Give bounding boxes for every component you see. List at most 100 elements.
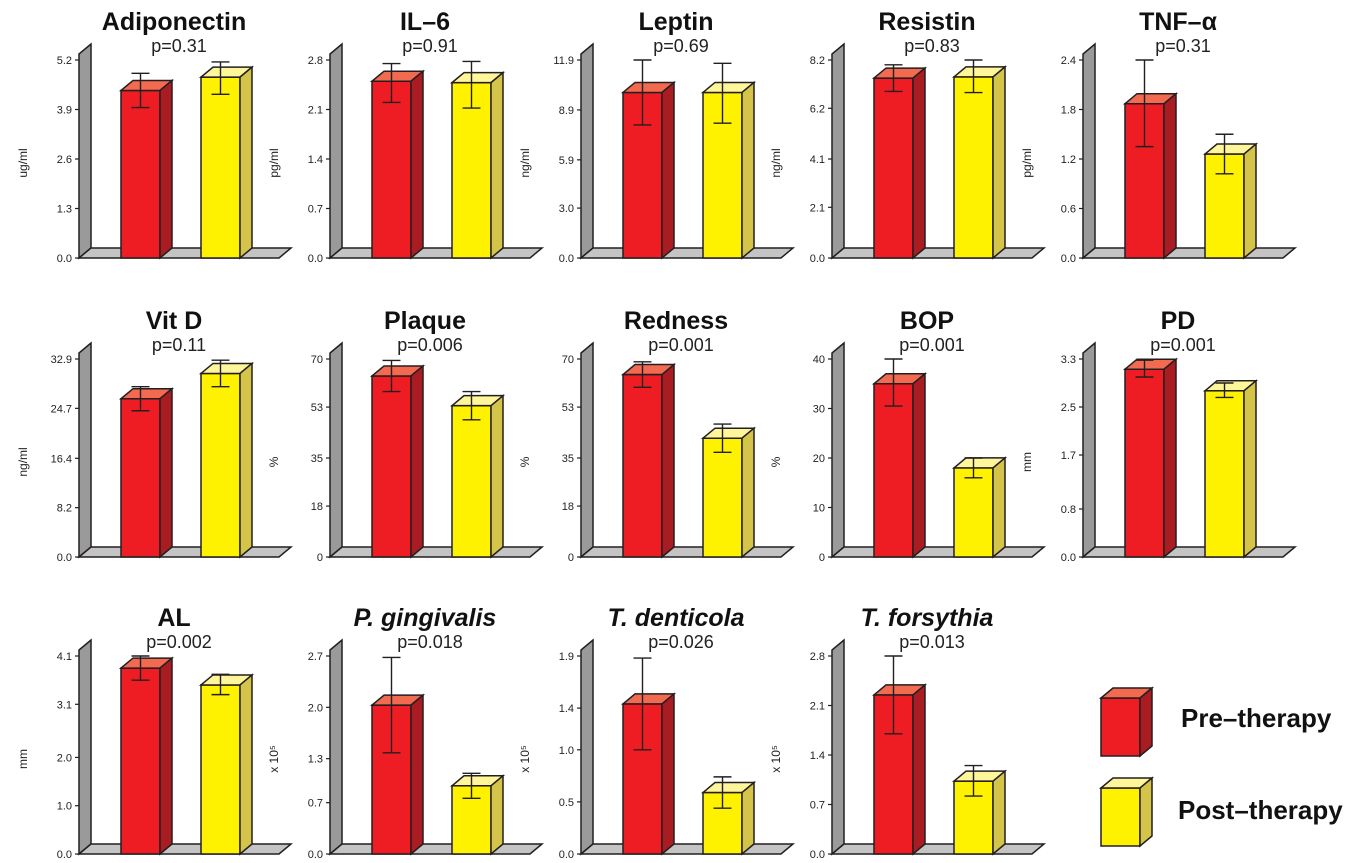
y-tick-label: 2.8 [308, 55, 323, 67]
y-tick-label: 0 [819, 552, 825, 564]
bar-pre-therapy [369, 359, 426, 559]
chart-title: BOP [900, 307, 954, 335]
y-tick-label: 1.4 [308, 154, 323, 166]
y-tick-label: 0 [317, 552, 323, 564]
axis-floor [578, 546, 796, 558]
bar-front [200, 684, 241, 855]
y-axis-label: % [769, 456, 783, 467]
y-tick-label: 0.0 [810, 253, 825, 265]
bar-side [410, 364, 424, 559]
chart-title: IL–6 [400, 8, 450, 36]
p-value: p=0.31 [1155, 36, 1211, 56]
p-value: p=0.001 [648, 335, 714, 355]
y-axis-label: ug/ml [16, 148, 30, 177]
axis-wall [78, 42, 92, 260]
chart-title: Plaque [384, 307, 466, 335]
y-tick-label: 2.0 [57, 752, 72, 764]
chart-title: AL [157, 604, 190, 632]
chart-title: T. denticola [607, 604, 744, 632]
bar-side [992, 769, 1006, 856]
y-axis-label: ng/ml [518, 148, 532, 177]
y-tick-label: 4.1 [810, 154, 825, 166]
y-tick-label: 1.3 [57, 204, 72, 216]
axis-wall [329, 42, 343, 260]
y-tick-label: 53 [311, 402, 323, 414]
bar-side [490, 774, 504, 856]
y-tick-label: 0.0 [559, 253, 574, 265]
bar-front [953, 780, 994, 855]
bar-pre-therapy [871, 655, 928, 856]
y-tick-label: 0.6 [1061, 204, 1076, 216]
bar-side [1163, 357, 1177, 559]
bar-front [120, 667, 161, 855]
y-tick-label: 1.2 [1061, 154, 1076, 166]
chart-title: Vit D [146, 307, 203, 335]
axis-floor [76, 247, 294, 259]
bar-side [992, 65, 1006, 260]
bar-pre-therapy [118, 385, 175, 559]
bar-front [200, 76, 241, 259]
bar-side [1243, 142, 1257, 260]
bar-post-therapy [449, 60, 506, 260]
y-tick-label: 2.1 [308, 105, 323, 117]
y-tick-label: 2.7 [308, 651, 323, 663]
y-tick-label: 0.7 [810, 800, 825, 812]
y-tick-label: 10 [813, 503, 825, 515]
y-tick-label: 40 [813, 354, 825, 366]
legend-swatch-pre [1098, 686, 1155, 758]
legend-swatch-post [1098, 776, 1155, 848]
y-tick-label: 32.9 [51, 354, 72, 366]
panel-il-6: 0.0 0.7 1.4 2.1 2.8 pg/ml IL–6p=0.91 [267, 8, 545, 265]
y-tick-label: 1.8 [1061, 105, 1076, 117]
bar-post-therapy [700, 62, 757, 260]
bar-pre-therapy [369, 656, 426, 856]
axis-floor [1080, 546, 1298, 558]
axis-wall [1082, 42, 1096, 260]
bar-side [912, 683, 926, 856]
y-tick-label: 3.3 [1061, 354, 1076, 366]
bar-side [490, 394, 504, 559]
axis-floor [327, 843, 545, 855]
axis-wall [78, 341, 92, 559]
p-value: p=0.31 [151, 36, 207, 56]
bar-front [622, 373, 663, 558]
y-tick-label: 2.1 [810, 202, 825, 214]
bar-front [1124, 368, 1165, 558]
chart-title: Resistin [878, 8, 975, 36]
y-tick-label: 0.0 [810, 849, 825, 861]
chart-title: PD [1161, 307, 1196, 335]
axis-wall [580, 42, 594, 260]
bar-post-therapy [700, 423, 757, 559]
y-tick-label: 35 [311, 453, 323, 465]
bar-pre-therapy [620, 657, 677, 856]
bar-side [1243, 379, 1257, 559]
y-tick-label: 18 [562, 501, 574, 513]
y-axis-label: ng/ml [769, 148, 783, 177]
y-axis-label: pg/ml [267, 148, 281, 177]
y-axis-label: pg/ml [1020, 148, 1034, 177]
p-value: p=0.001 [1150, 335, 1216, 355]
y-axis-label: x 10⁵ [518, 745, 532, 773]
y-tick-label: 3.0 [559, 203, 574, 215]
y-tick-label: 0.5 [559, 797, 574, 809]
axis-floor [578, 843, 796, 855]
y-tick-label: 0.0 [57, 253, 72, 265]
p-value: p=0.83 [904, 36, 960, 56]
bar-side [490, 71, 504, 260]
bar-side [239, 65, 253, 260]
bar-front [953, 467, 994, 558]
p-value: p=0.018 [397, 632, 463, 652]
panel-vit-d: 0.0 8.2 16.4 24.7 32.9 ng/ml Vit Dp=0.11 [16, 307, 294, 564]
legend-post-side [1139, 776, 1153, 848]
chart-title: TNF–α [1139, 8, 1218, 36]
y-tick-label: 16.4 [51, 453, 72, 465]
y-tick-label: 70 [311, 354, 323, 366]
y-axis-label: ng/ml [16, 447, 30, 476]
axis-floor [76, 843, 294, 855]
bar-post-therapy [198, 673, 255, 856]
bar-side [661, 80, 675, 260]
